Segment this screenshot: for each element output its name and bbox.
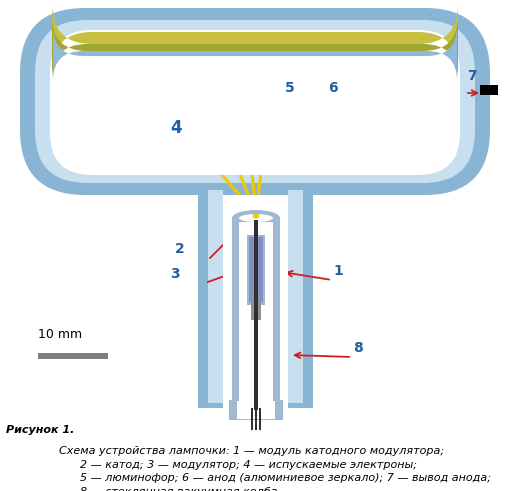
Text: 8 — стеклянная вакуумная колба.: 8 — стеклянная вакуумная колба. (52, 487, 281, 491)
Bar (237, 401, 275, 419)
Bar (198, 195, 313, 408)
Text: 6: 6 (328, 81, 338, 95)
Text: 2 — катод; 3 — модулятор; 4 — испускаемые электроны;: 2 — катод; 3 — модулятор; 4 — испускаемы… (52, 460, 417, 469)
Text: 7: 7 (467, 69, 477, 83)
Bar (198, 388, 313, 408)
Text: 8: 8 (353, 341, 363, 355)
Bar (239, 222, 273, 403)
Bar (223, 195, 288, 408)
Bar (288, 195, 313, 408)
Bar (288, 190, 303, 403)
Text: Рисунок 1.: Рисунок 1. (6, 425, 74, 435)
FancyBboxPatch shape (35, 20, 475, 183)
Ellipse shape (252, 214, 260, 218)
Bar (480, 85, 498, 95)
Bar (251, 302, 261, 320)
FancyBboxPatch shape (20, 8, 490, 195)
Text: 3: 3 (170, 267, 179, 281)
Bar (255, 408, 257, 430)
Text: 5: 5 (285, 81, 295, 95)
FancyBboxPatch shape (52, 4, 458, 72)
FancyBboxPatch shape (52, 16, 458, 79)
Ellipse shape (232, 210, 280, 226)
Bar (259, 408, 261, 430)
Text: 5 — люминофор; 6 — анод (алюминиевое зеркало); 7 — вывод анода;: 5 — люминофор; 6 — анод (алюминиевое зер… (52, 473, 491, 483)
Bar (229, 400, 283, 420)
FancyBboxPatch shape (53, 26, 457, 81)
Ellipse shape (239, 214, 273, 222)
Bar (38, 353, 108, 359)
Bar (208, 190, 223, 403)
Bar (249, 237, 263, 302)
Text: 1: 1 (333, 264, 343, 278)
FancyBboxPatch shape (50, 30, 460, 175)
Text: Схема устройства лампочки: 1 — модуль катодного модулятора;: Схема устройства лампочки: 1 — модуль ка… (52, 446, 444, 456)
Bar (254, 220, 258, 410)
Text: 2: 2 (175, 242, 185, 256)
Bar (251, 408, 253, 430)
Text: 10 mm: 10 mm (38, 328, 82, 341)
Bar (232, 218, 280, 405)
Text: 4: 4 (170, 119, 181, 137)
Bar (198, 195, 223, 408)
Bar (247, 235, 265, 305)
